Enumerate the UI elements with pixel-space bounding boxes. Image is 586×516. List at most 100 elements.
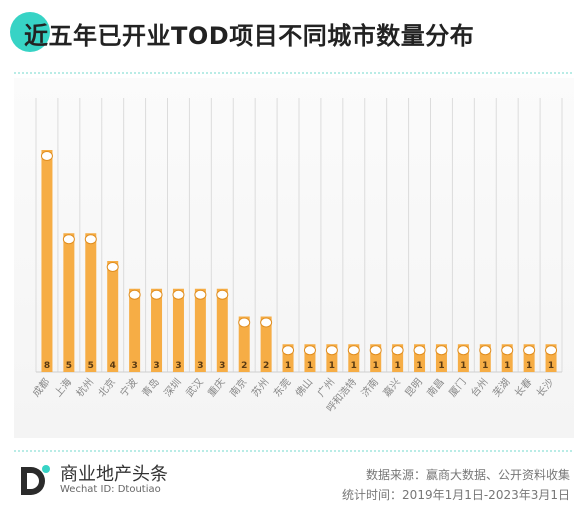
bar-chart: 8成都5上海5杭州4北京3宁波3青岛3深圳3武汉3重庆2南京2苏州1东莞1佛山1… [30,98,563,415]
x-tick-label: 长春 [512,376,534,399]
bar [194,288,206,372]
data-label: 3 [219,361,225,371]
bar [304,344,316,372]
data-label: 2 [241,361,247,371]
page-title: 近五年已开业TOD项目不同城市数量分布 [24,22,475,50]
bar [238,316,250,372]
bar [545,344,557,372]
bar-cap-dot [194,289,207,300]
chart-area: 8 成都 5 上海 5 杭州 4 北京 3 宁波 3 青岛 3 深圳 3 武汉 3 重庆 2 南京 2 苏州 1 东莞 1 佛山 1… [14,78,574,438]
data-label: 3 [153,361,159,371]
x-tick-label: 芜湖 [490,376,513,400]
x-tick-label: 东莞 [271,376,294,400]
x-tick-label: 成都 [30,376,52,399]
bar [216,288,228,372]
data-label: 2 [263,361,269,371]
stat-period: 统计时间：2019年1月1日-2023年3月1日 [342,488,570,502]
data-label: 3 [175,361,181,371]
bar-cap-dot [106,262,119,272]
data-source: 数据来源：赢商大数据、公开资料收集 [365,468,570,482]
x-tick-label: 重庆 [205,376,228,400]
x-tick-label: 台州 [468,376,491,400]
data-label: 3 [197,361,203,371]
data-label: 5 [66,361,72,371]
bar-cap-dot [282,345,295,356]
bar-cap-dot [369,345,382,356]
data-label: 1 [504,361,510,371]
bar-cap-dot [238,317,251,328]
bar-cap-dot [391,345,404,356]
data-label: 5 [88,361,94,371]
data-label: 1 [307,361,313,371]
bar-cap-dot [413,345,426,356]
x-tick-label: 上海 [51,376,74,400]
bar [414,344,426,372]
bar-cap-dot [260,317,273,328]
bar [370,344,382,372]
bar-cap-dot [216,289,229,300]
bar-cap-dot [62,234,75,245]
data-label: 1 [329,361,335,371]
bar [129,288,141,372]
bar [326,344,338,372]
bar [151,288,163,372]
bar [392,344,404,372]
bar [172,288,184,372]
bar-cap-dot [545,345,558,356]
title-accent-dot [10,12,50,52]
x-tick-label: 青岛 [139,376,162,400]
bar [63,233,75,372]
data-label: 1 [438,361,444,371]
bar-cap-dot [457,345,470,356]
data-label: 1 [460,361,466,371]
top-divider [14,72,572,74]
bar [260,316,272,372]
bar-cap-dot [150,289,163,300]
data-label: 1 [394,361,400,371]
x-tick-label: 北京 [95,376,118,400]
brand-wechat-id: Wechat ID: Dtoutiao [60,484,161,495]
bar-cap-dot [479,345,492,356]
x-tick-label: 深圳 [162,376,184,399]
data-label: 3 [131,361,137,371]
data-label: 8 [44,361,50,371]
data-label: 4 [110,361,116,371]
data-label: 1 [373,361,379,371]
bar [282,344,294,372]
data-label: 1 [351,361,357,371]
bar [479,344,491,372]
bar-cap-dot [501,345,514,356]
bar [107,261,119,372]
bar-cap-dot [325,345,338,356]
bar-cap-dot [84,234,97,245]
data-label: 1 [526,361,532,371]
brand-logo-icon [21,465,50,495]
x-tick-label: 南京 [227,376,250,400]
x-tick-label: 长沙 [534,376,556,399]
bar-cap-dot [40,151,53,161]
x-tick-label: 南昌 [424,376,447,400]
bar-cap-dot [128,289,141,300]
data-label: 1 [416,361,422,371]
bar [85,233,97,372]
bottom-divider [14,450,572,452]
data-label: 1 [285,361,291,371]
bar [457,344,469,372]
x-tick-label: 宁波 [117,376,140,400]
bar-cap-dot [303,345,316,356]
x-tick-label: 济南 [358,376,381,400]
bar-cap-dot [435,345,448,356]
bar-cap-dot [172,289,185,300]
x-tick-label: 佛山 [292,376,315,400]
x-tick-label: 苏州 [249,376,272,400]
x-tick-label: 嘉兴 [380,376,403,400]
data-label: 1 [548,361,554,371]
brand-name: 商业地产头条 [60,464,168,485]
bar-cap-dot [347,345,360,356]
bar [435,344,447,372]
x-tick-label: 厦门 [446,376,469,400]
x-tick-label: 武汉 [183,376,206,400]
bar [523,344,535,372]
x-tick-label: 杭州 [73,376,96,400]
bar [501,344,513,372]
